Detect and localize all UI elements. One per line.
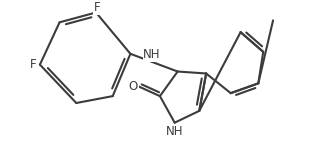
Text: NH: NH	[143, 48, 161, 61]
Text: NH: NH	[166, 125, 183, 138]
Text: F: F	[30, 58, 36, 71]
Text: O: O	[129, 80, 138, 93]
Text: F: F	[94, 1, 100, 14]
